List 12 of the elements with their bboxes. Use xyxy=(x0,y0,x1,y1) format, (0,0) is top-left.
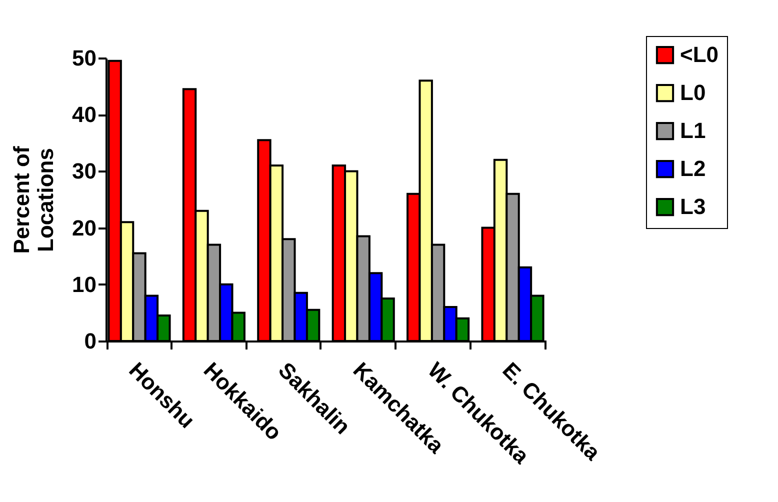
y-tick-label: 50 xyxy=(72,46,96,70)
y-axis-title: Percent of Locations xyxy=(9,146,58,254)
y-tick-label: 20 xyxy=(72,215,96,240)
y-tick-label: 0 xyxy=(84,328,96,354)
legend-label: L1 xyxy=(680,118,706,143)
legend-label: L2 xyxy=(680,156,706,181)
y-tick-label: 10 xyxy=(72,272,96,297)
legend-label: L3 xyxy=(680,194,706,219)
y-tick-label: 40 xyxy=(72,102,96,128)
legend-label: L0 xyxy=(680,80,706,105)
legend-label: <L0 xyxy=(680,42,719,67)
y-tick-label: 30 xyxy=(72,158,96,184)
